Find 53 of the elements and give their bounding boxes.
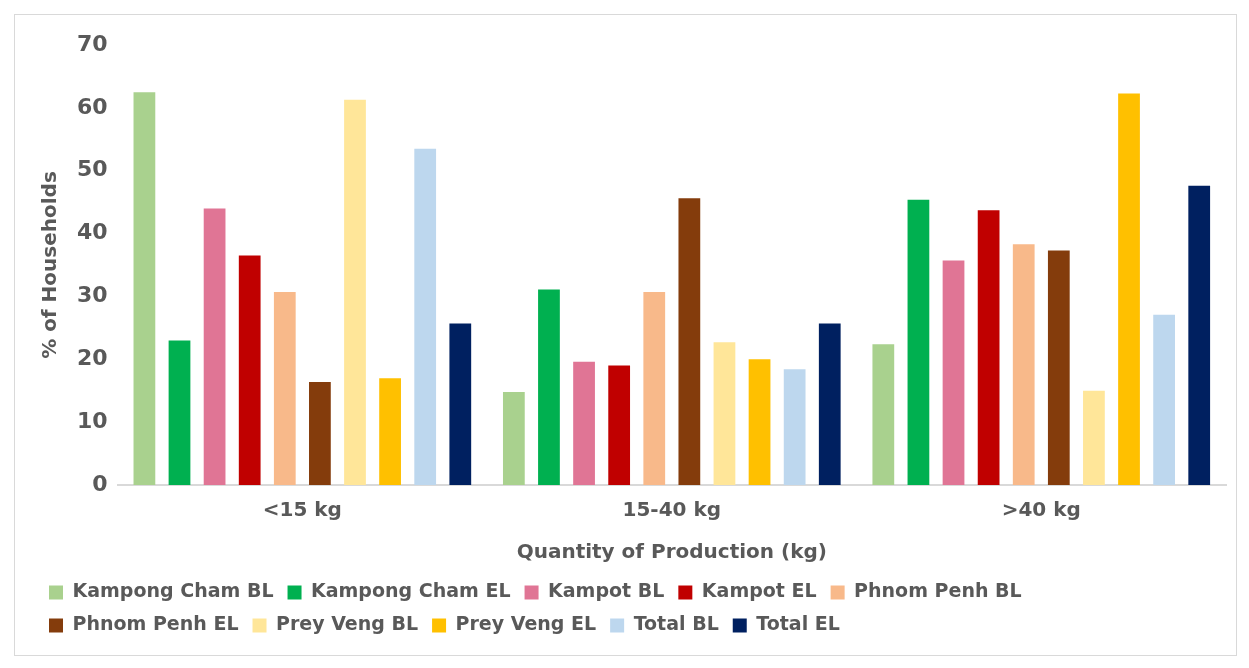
- bar: [1153, 314, 1175, 485]
- bar: [538, 289, 560, 485]
- legend-label: Kampong Cham EL: [311, 579, 511, 602]
- x-axis-title: Quantity of Production (kg): [516, 539, 827, 564]
- bar: [713, 342, 736, 485]
- bar: [1012, 244, 1035, 485]
- bar: [643, 292, 666, 485]
- y-tick-label: 60: [76, 93, 108, 119]
- y-axis-title: % of Households: [37, 171, 62, 359]
- bar: [872, 344, 895, 485]
- y-tick-label: 50: [76, 156, 108, 182]
- bar: [502, 391, 525, 485]
- bar: [344, 99, 366, 485]
- bar: [748, 359, 771, 485]
- legend-label: Phnom Penh BL: [854, 579, 1022, 602]
- bar: [818, 323, 841, 485]
- legend-label: Phnom Penh EL: [72, 612, 239, 635]
- bar: [379, 378, 401, 485]
- bar: [238, 255, 261, 485]
- legend-label: Kampong Cham BL: [72, 579, 274, 602]
- x-tick-label: >40 kg: [1001, 497, 1081, 522]
- bar: [573, 361, 595, 485]
- y-tick-label: 70: [76, 30, 108, 56]
- bar: [414, 148, 437, 485]
- legend-label: Kampot BL: [548, 579, 665, 602]
- bar: [273, 292, 296, 485]
- bar: [783, 369, 806, 485]
- y-tick-label: 10: [76, 407, 108, 433]
- x-tick-label: <15 kg: [262, 497, 342, 522]
- bar: [907, 199, 930, 485]
- bar: [1047, 250, 1070, 485]
- bar: [1083, 390, 1105, 485]
- legend-label: Total EL: [756, 612, 840, 635]
- y-tick-label: 20: [76, 345, 108, 370]
- bar: [309, 381, 331, 485]
- y-tick-label: 30: [76, 282, 108, 308]
- bar: [608, 365, 631, 485]
- bar: [449, 323, 472, 485]
- legend-label: Total BL: [633, 612, 719, 635]
- bar: [1118, 93, 1140, 485]
- bar: [942, 260, 965, 485]
- legend-label: Prey Veng BL: [276, 612, 419, 635]
- legend-label: Prey Veng EL: [455, 612, 597, 635]
- bar: [168, 340, 191, 485]
- y-tick-label: 0: [92, 470, 108, 496]
- bar: [133, 92, 156, 485]
- bar: [203, 208, 226, 485]
- bar: [1188, 185, 1211, 485]
- x-tick-label: 15-40 kg: [622, 497, 722, 522]
- bar: [977, 210, 1000, 485]
- legend-label: Kampot EL: [701, 579, 817, 602]
- bar: [678, 198, 701, 485]
- y-tick-label: 40: [76, 219, 108, 245]
